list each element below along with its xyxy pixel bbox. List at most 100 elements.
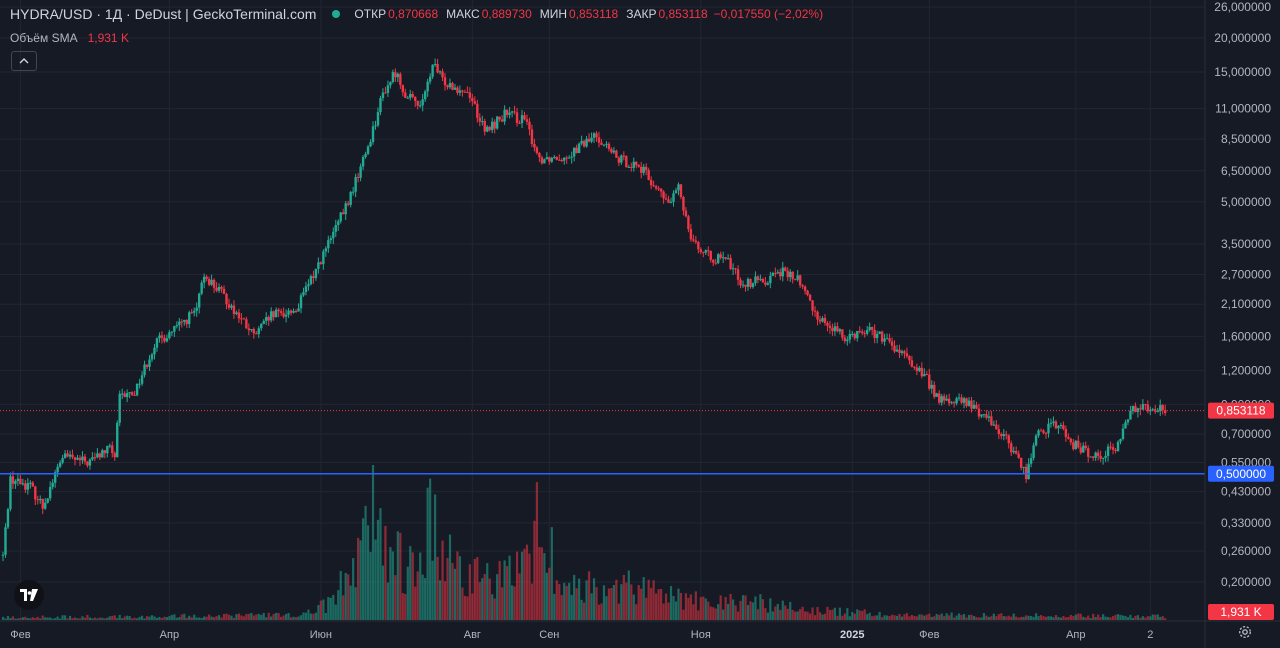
candle-body: [806, 290, 809, 295]
volume-bar: [1161, 616, 1164, 620]
volume-bar: [903, 614, 906, 620]
volume-bar: [277, 613, 280, 620]
gear-icon[interactable]: [1238, 625, 1252, 642]
volume-bar: [699, 597, 702, 620]
price-axis[interactable]: 26,000000 20,000000 15,000000 11,000000 8,50…: [1214, 0, 1271, 589]
candle-body: [304, 286, 308, 293]
candle-body: [1027, 463, 1030, 480]
candle-body: [205, 276, 208, 279]
candle-body: [332, 231, 335, 239]
candle-body: [217, 286, 221, 291]
volume-legend[interactable]: Объём SMA 1,931 K: [10, 31, 129, 45]
candle-body: [873, 329, 876, 339]
tradingview-logo-icon[interactable]: [14, 580, 44, 610]
volume-bar: [232, 617, 236, 620]
volume-bar: [329, 597, 332, 620]
candle-body: [354, 176, 357, 192]
candle-body: [1012, 450, 1015, 453]
candle-body: [66, 453, 69, 457]
volume-bar: [573, 574, 576, 620]
candle-body: [659, 188, 663, 192]
candle-body: [875, 333, 879, 339]
candle-body: [327, 240, 330, 249]
candle-body: [625, 156, 628, 168]
candle-body: [649, 179, 653, 186]
volume-bar: [1077, 613, 1080, 620]
volume-bar: [799, 609, 802, 620]
candle-body: [938, 393, 941, 403]
candle-body: [1049, 422, 1053, 424]
volume-bar: [642, 577, 645, 620]
volume-bar: [630, 584, 633, 620]
volume-bar: [881, 617, 884, 620]
candle-body: [555, 157, 558, 160]
candle-body: [1022, 466, 1025, 468]
volume-bar: [833, 607, 837, 620]
candle-body: [505, 109, 509, 115]
volume-bar: [578, 578, 581, 620]
volume-bar: [858, 610, 861, 620]
volume-bar: [1151, 614, 1154, 620]
volume-bar: [41, 615, 44, 620]
candle-body: [1141, 404, 1145, 410]
volume-bar: [180, 614, 183, 620]
hline-price-badge-bg: [1208, 465, 1274, 482]
candle-body: [1109, 446, 1112, 448]
volume-bar: [481, 578, 484, 620]
volume-bar: [255, 614, 258, 620]
candle-body: [461, 90, 464, 92]
volume-bar: [965, 617, 968, 620]
candle-body: [101, 450, 104, 458]
candle-body: [16, 478, 20, 482]
volume-bar: [1000, 613, 1003, 620]
candle-body: [1062, 425, 1065, 429]
candle-body: [1129, 410, 1132, 420]
candle-body: [861, 331, 864, 334]
volume-bar: [987, 616, 990, 620]
volume-bar: [662, 603, 665, 620]
volume-bar: [294, 617, 298, 620]
volume-bar: [245, 613, 248, 620]
candle-body: [1084, 445, 1087, 449]
symbol-title[interactable]: HYDRA/USD · 1Д · DeDust | GeckoTerminal.…: [10, 6, 317, 22]
volume-bar: [736, 611, 740, 620]
candle-body: [458, 90, 462, 93]
volume-bar: [640, 588, 643, 620]
volume-bar: [73, 617, 77, 620]
candle-body: [282, 312, 285, 317]
candle-body: [252, 329, 256, 334]
candle-body: [627, 166, 630, 168]
candle-body: [632, 161, 635, 168]
candle-body: [29, 482, 32, 484]
volume-bar: [1010, 616, 1013, 620]
volume-bar: [1012, 613, 1015, 620]
volume-bar: [424, 578, 427, 620]
volume-bar: [655, 593, 658, 620]
candle-body: [68, 454, 72, 457]
volume-bar: [491, 594, 494, 620]
time-axis[interactable]: Фев Апр Июн Авг Сен Ноя 2025 Фев Апр 2: [10, 629, 1153, 641]
volume-bar: [597, 604, 601, 620]
market-status-dot: [332, 10, 341, 18]
volume-bar: [314, 612, 317, 620]
volume-bar: [645, 597, 648, 620]
candle-body: [270, 311, 273, 321]
volume-bar: [227, 614, 231, 620]
candle-body: [759, 279, 762, 281]
volume-bar: [801, 606, 804, 620]
volume-bar: [583, 602, 586, 620]
volume-bar: [63, 615, 67, 620]
volume-bar: [1089, 618, 1092, 620]
candle-body: [381, 92, 385, 99]
volume-bar: [513, 586, 516, 620]
collapse-legend-button[interactable]: [11, 51, 37, 71]
volume-bar: [456, 551, 459, 620]
volume-bar: [106, 617, 109, 620]
candle-body: [188, 312, 191, 325]
volume-bar: [272, 613, 275, 620]
volume-bar: [732, 599, 735, 620]
volume-bar: [1109, 617, 1112, 620]
volume-bar: [49, 617, 52, 620]
price-tick-label: 5,000000: [1221, 195, 1271, 209]
